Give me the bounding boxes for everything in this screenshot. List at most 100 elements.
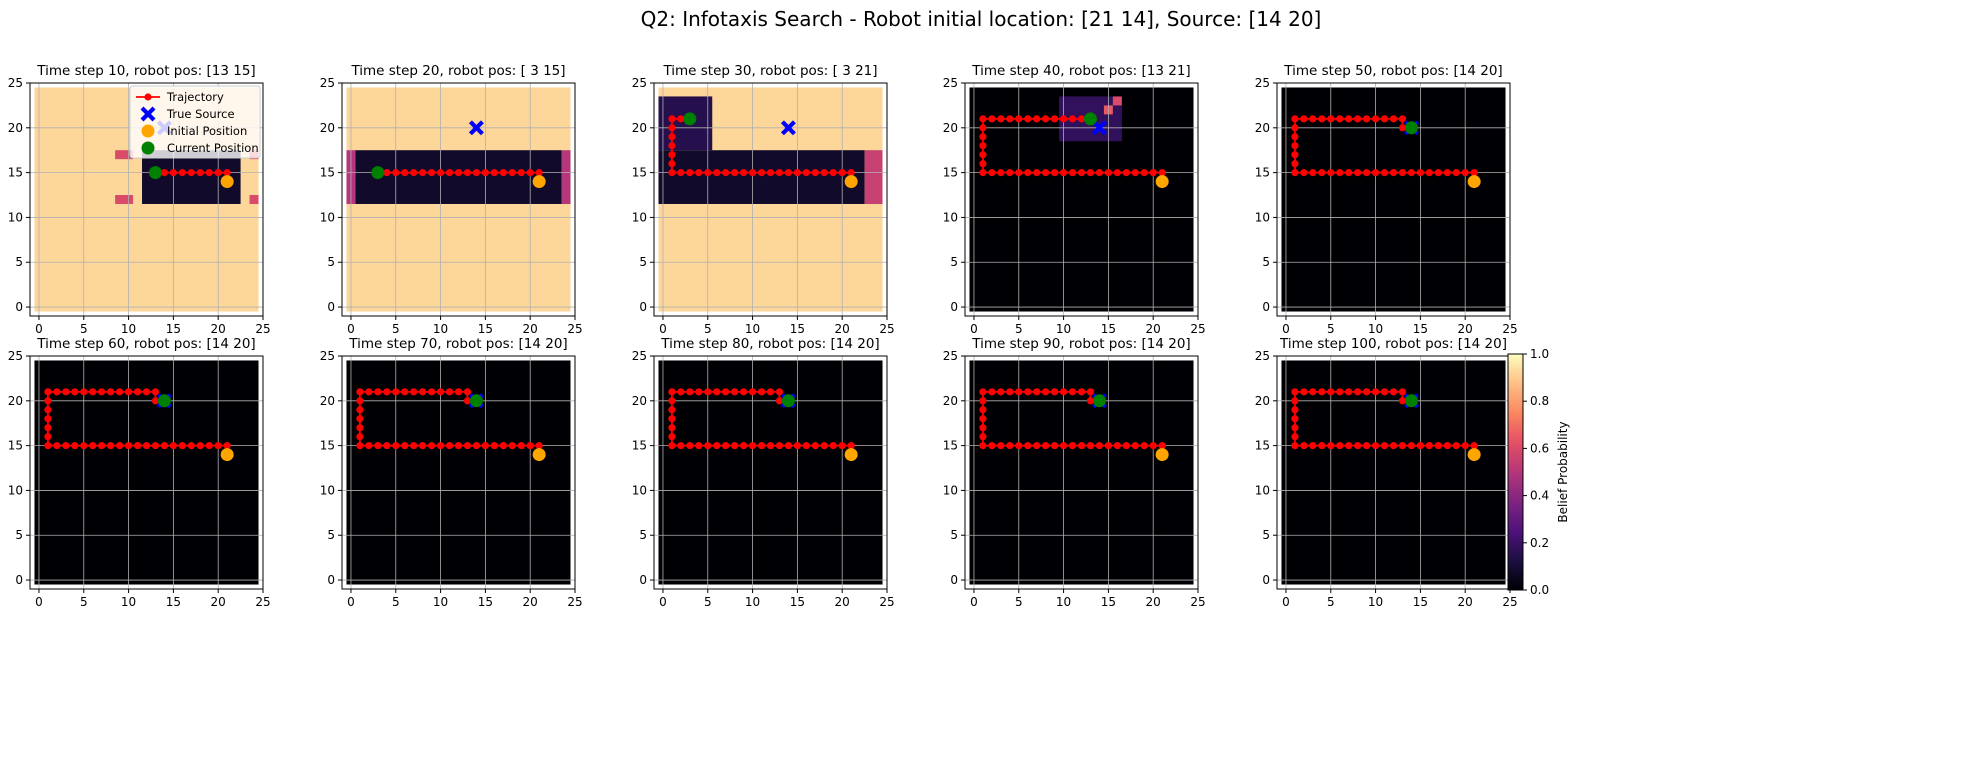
trajectory-point <box>784 442 793 450</box>
trajectory-point <box>142 388 151 396</box>
trajectory-point <box>1336 169 1344 177</box>
trajectory-point <box>1452 442 1460 450</box>
subplot-title: Time step 60, robot pos: [14 20] <box>36 336 255 352</box>
trajectory-point <box>445 442 454 450</box>
y-tick-label: 25 <box>320 76 335 90</box>
y-tick-label: 0 <box>15 573 23 587</box>
trajectory-point <box>802 442 810 450</box>
legend-entry-label: True Source <box>166 107 235 121</box>
trajectory-point <box>499 169 507 177</box>
trajectory-point <box>1051 442 1059 450</box>
trajectory-point <box>722 442 730 450</box>
trajectory-point <box>1300 442 1308 450</box>
trajectory-point <box>44 424 52 432</box>
trajectory-point <box>793 169 801 177</box>
y-tick-label: 10 <box>1255 210 1270 224</box>
trajectory-point <box>1363 388 1371 396</box>
y-tick-label: 15 <box>320 166 335 180</box>
trajectory-point <box>365 442 373 450</box>
trajectory-point <box>979 406 987 414</box>
trajectory-point <box>740 388 748 396</box>
trajectory-point <box>1434 169 1442 177</box>
trajectory-point <box>1086 442 1095 450</box>
trajectory-point <box>838 169 846 177</box>
trajectory-point <box>1024 388 1032 396</box>
trajectory-point <box>997 442 1005 450</box>
trajectory-point <box>535 169 543 177</box>
trajectory-point <box>979 415 987 423</box>
y-tick-label: 15 <box>320 439 335 453</box>
trajectory-point <box>704 442 712 450</box>
trajectory-point <box>740 442 748 450</box>
x-tick-label: 0 <box>659 595 667 609</box>
figure-suptitle: Q2: Infotaxis Search - Robot initial loc… <box>641 7 1322 31</box>
trajectory-point <box>1042 388 1050 396</box>
trajectory-point <box>1309 169 1317 177</box>
trajectory-point <box>517 169 525 177</box>
y-tick-label: 10 <box>8 483 23 497</box>
trajectory-point <box>1407 169 1416 177</box>
trajectory-point <box>205 169 213 177</box>
trajectory-point <box>988 388 996 396</box>
trajectory-point <box>1291 415 1299 423</box>
trajectory-point <box>481 442 489 450</box>
x-tick-label: 15 <box>166 322 181 336</box>
y-tick-label: 5 <box>639 255 647 269</box>
colorbar-gradient <box>1507 353 1524 591</box>
trajectory-point <box>1291 142 1299 150</box>
x-tick-label: 20 <box>1458 595 1473 609</box>
axes-frame <box>964 82 1199 317</box>
trajectory-point <box>1024 442 1032 450</box>
trajectory-point <box>1149 169 1157 177</box>
legend: Trajectory True Source Initial Position Cur… <box>129 85 261 159</box>
belief-region <box>561 150 571 204</box>
plot-area <box>654 356 887 589</box>
trajectory-point <box>1131 442 1139 450</box>
axes-frame <box>29 82 264 317</box>
trajectory-point <box>668 442 676 450</box>
trajectory-point <box>1398 442 1407 450</box>
trajectory-point <box>1291 169 1299 177</box>
trajectory-point <box>223 169 231 177</box>
y-tick-label: 20 <box>943 121 958 135</box>
y-tick-label: 20 <box>1255 394 1270 408</box>
trajectory-point <box>1363 169 1371 177</box>
subplot-title: Time step 20, robot pos: [ 3 15] <box>350 63 565 79</box>
x-tick-label: 20 <box>1146 322 1161 336</box>
trajectory-point <box>1425 169 1433 177</box>
x-tick-label: 15 <box>790 322 805 336</box>
trajectory-point <box>356 424 364 432</box>
subplot-panel: 0 5 10 15 20 25 0 5 10 15 20 25 Time step 80, robot … <box>632 336 895 609</box>
trajectory-point <box>356 442 364 450</box>
trajectory-point <box>979 424 987 432</box>
subplot-title: Time step 100, robot pos: [14 20] <box>1279 336 1507 352</box>
trajectory-point <box>1345 442 1353 450</box>
trajectory-point <box>124 388 133 396</box>
trajectory-point <box>1407 442 1416 450</box>
trajectory-point <box>1042 169 1050 177</box>
trajectory-point <box>1015 115 1023 123</box>
trajectory-point <box>142 442 151 450</box>
trajectory-point <box>1461 442 1469 450</box>
trajectory-point <box>838 442 846 450</box>
belief-background <box>658 360 883 585</box>
trajectory-point <box>1051 115 1059 123</box>
x-tick-label: 0 <box>35 595 43 609</box>
initial-position-marker <box>1155 175 1169 189</box>
y-tick-label: 10 <box>8 210 23 224</box>
y-tick-label: 10 <box>632 483 647 497</box>
trajectory-point <box>98 388 106 396</box>
y-tick-label: 15 <box>632 166 647 180</box>
trajectory-point <box>160 169 169 177</box>
trajectory-point <box>1059 388 1068 396</box>
current-position-marker <box>371 166 385 180</box>
axes-frame <box>653 355 888 590</box>
x-tick-label: 5 <box>80 322 88 336</box>
x-tick-label: 0 <box>35 322 43 336</box>
x-tick-label: 25 <box>567 322 582 336</box>
subplot-panel: 0 5 10 15 20 25 0 5 10 15 20 25 Time step 90, robot … <box>943 336 1206 609</box>
trajectory-point <box>677 169 685 177</box>
x-tick-label: 5 <box>1015 595 1023 609</box>
trajectory-point <box>508 169 516 177</box>
belief-region <box>115 195 134 204</box>
